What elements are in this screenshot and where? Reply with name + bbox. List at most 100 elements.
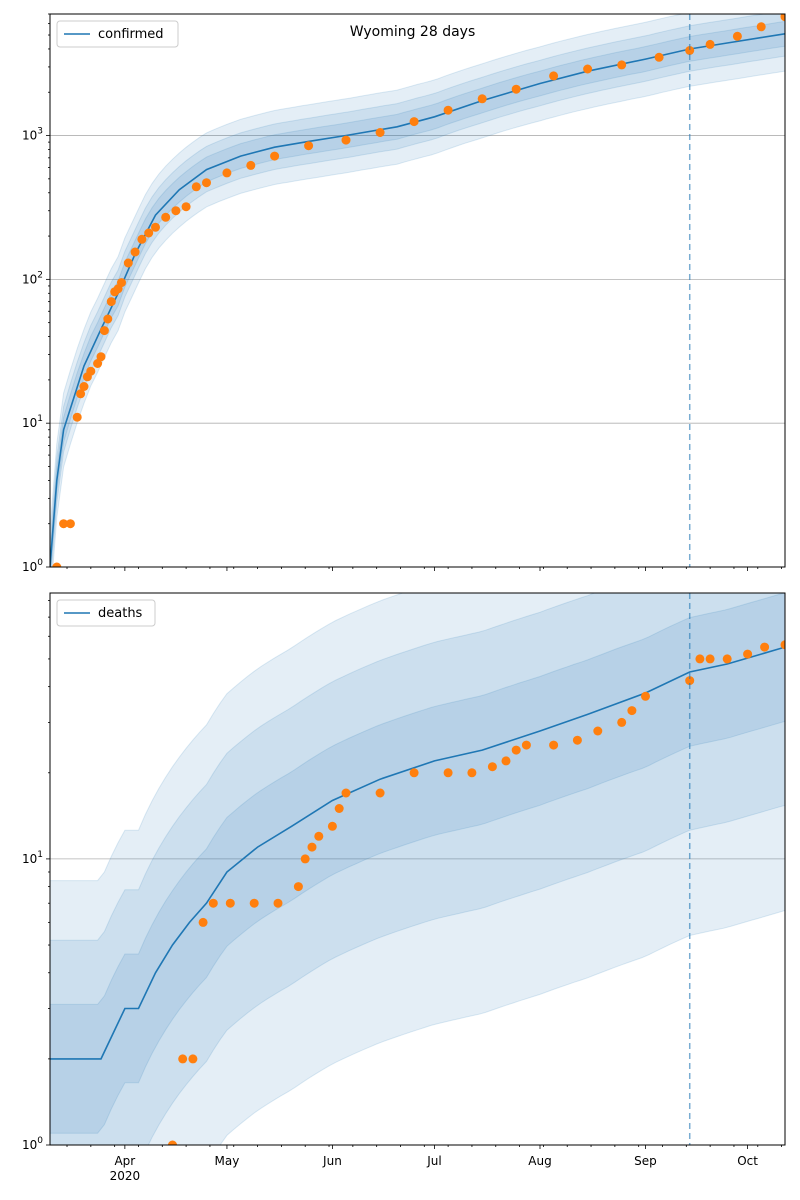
chart-panel-1: 100 101 102 103 Wyoming 28 days confirmed xyxy=(22,13,786,574)
observed-point xyxy=(409,768,419,778)
observed-point xyxy=(780,640,785,650)
legend: deaths xyxy=(56,599,156,627)
legend-box xyxy=(56,599,156,627)
observed-point xyxy=(467,768,477,778)
y-tick-label: 100 xyxy=(22,558,43,574)
observed-point xyxy=(161,212,171,222)
x-tick-label: Aug xyxy=(528,1154,551,1168)
y-tick-label: 101 xyxy=(22,414,43,430)
observed-point xyxy=(86,366,96,376)
x-year-label: 2020 xyxy=(110,1169,141,1183)
observed-point xyxy=(96,352,106,362)
observed-point xyxy=(270,151,280,161)
uncertainty-band xyxy=(50,14,785,567)
x-tick-label: Sep xyxy=(634,1154,657,1168)
observed-point xyxy=(208,898,218,908)
observed-point xyxy=(246,160,256,170)
observed-point xyxy=(521,740,531,750)
observed-point xyxy=(178,1054,188,1064)
observed-point xyxy=(443,105,453,115)
axes-frame xyxy=(49,13,786,568)
observed-point xyxy=(549,71,559,81)
observed-point xyxy=(685,46,695,55)
observed-point xyxy=(123,258,133,268)
x-tick-label: Jun xyxy=(322,1154,342,1168)
observed-point xyxy=(641,691,650,701)
observed-point xyxy=(137,234,147,244)
observed-point xyxy=(93,359,103,368)
observed-point xyxy=(293,882,303,892)
observed-point xyxy=(443,768,453,778)
observed-point xyxy=(617,60,627,70)
observed-point xyxy=(52,562,62,567)
observed-point xyxy=(59,519,69,529)
observed-point xyxy=(695,654,705,664)
observed-point xyxy=(130,247,140,257)
observed-point xyxy=(375,788,385,798)
observed-point xyxy=(198,917,208,927)
observed-point xyxy=(617,717,627,727)
uncertainty-band xyxy=(50,593,785,1134)
y-tick-label: 100 xyxy=(22,1136,43,1152)
x-tick-label: May xyxy=(215,1154,240,1168)
observed-point xyxy=(79,382,89,391)
observed-point xyxy=(327,821,337,831)
observed-point xyxy=(225,898,235,908)
observed-point xyxy=(144,228,154,238)
observed-point xyxy=(168,1140,177,1145)
observed-point xyxy=(760,642,770,652)
observed-point xyxy=(304,141,314,151)
observed-point xyxy=(202,178,211,188)
x-tick-label: Jul xyxy=(426,1154,441,1168)
observed-point xyxy=(334,804,344,813)
observed-point xyxy=(191,182,201,192)
observed-point xyxy=(307,842,317,852)
observed-point xyxy=(511,84,521,94)
observed-point xyxy=(780,14,785,22)
observed-point xyxy=(487,762,497,772)
observed-point xyxy=(375,128,385,137)
observed-point xyxy=(72,412,82,422)
uncertainty-band xyxy=(50,20,785,567)
observed-point xyxy=(477,94,487,104)
observed-point xyxy=(654,52,664,62)
observed-point xyxy=(341,788,351,798)
model-line xyxy=(50,646,785,1060)
y-tick-label: 101 xyxy=(22,850,43,866)
legend: confirmed xyxy=(56,20,179,48)
observed-point xyxy=(593,726,603,736)
observed-point xyxy=(249,898,259,908)
plot-area xyxy=(50,593,785,1145)
observed-point xyxy=(188,1054,198,1064)
observed-point xyxy=(103,314,113,324)
observed-point xyxy=(106,297,116,307)
observed-point xyxy=(76,389,86,399)
observed-point xyxy=(511,745,521,755)
observed-point xyxy=(743,649,753,659)
legend-label: confirmed xyxy=(98,27,164,42)
legend-label: deaths xyxy=(98,606,143,621)
x-tick-label: Oct xyxy=(737,1154,758,1168)
x-tick-label: Apr xyxy=(114,1154,135,1168)
observed-point xyxy=(181,202,191,212)
uncertainty-band xyxy=(50,14,785,567)
observed-point xyxy=(341,135,351,145)
observed-point xyxy=(300,854,310,864)
y-tick-label: 103 xyxy=(22,127,43,143)
observed-point xyxy=(705,39,715,49)
observed-point xyxy=(171,206,181,216)
observed-point xyxy=(99,326,109,336)
legend-box xyxy=(56,20,179,48)
observed-point xyxy=(722,654,732,664)
observed-point xyxy=(705,654,715,664)
observed-point xyxy=(409,117,419,127)
model-line xyxy=(50,33,785,567)
observed-point xyxy=(65,519,75,529)
observed-point xyxy=(732,31,742,41)
observed-point xyxy=(583,64,593,74)
observed-point xyxy=(117,278,126,288)
observed-point xyxy=(572,735,582,745)
observed-point xyxy=(627,706,637,716)
